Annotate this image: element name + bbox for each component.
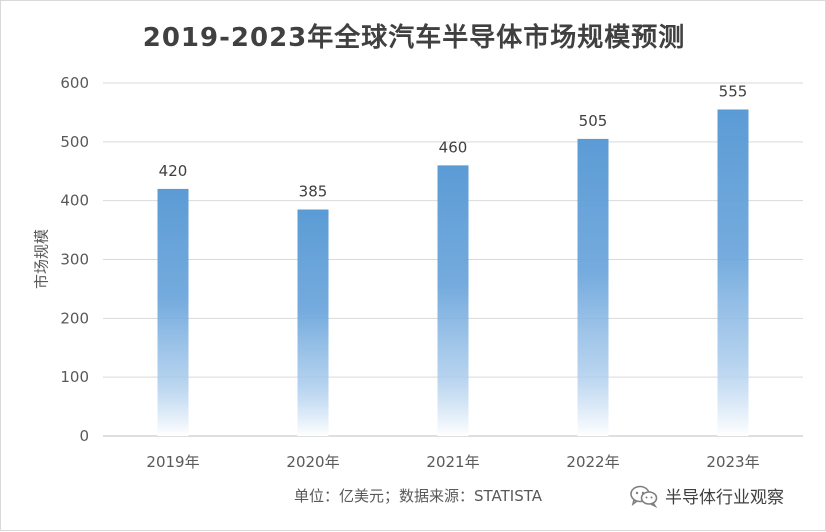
y-tick-label: 0: [79, 427, 89, 445]
y-tick-label: 400: [60, 192, 89, 210]
wechat-icon: [630, 485, 658, 508]
x-tick-label: 2019年: [146, 453, 199, 471]
bar: [157, 188, 189, 436]
y-tick-label: 300: [60, 251, 89, 269]
bar: [717, 109, 749, 436]
watermark: 半导体行业观察: [629, 483, 784, 508]
bar: [297, 209, 329, 436]
data-label: 555: [719, 82, 748, 100]
data-label: 420: [159, 162, 188, 180]
x-tick-label: 2020年: [286, 453, 339, 471]
data-label: 505: [579, 112, 608, 130]
chart-title: 2019-2023年全球汽车半导体市场规模预测: [142, 23, 686, 53]
x-tick-label: 2021年: [426, 453, 479, 471]
bar: [437, 165, 469, 436]
y-tick-label: 100: [60, 368, 89, 386]
y-tick-label: 500: [60, 133, 89, 151]
watermark-text: 半导体行业观察: [665, 488, 784, 508]
y-tick-label: 600: [60, 74, 89, 92]
bar: [577, 138, 609, 436]
y-tick-label: 200: [60, 309, 89, 327]
x-tick-label: 2023年: [706, 453, 759, 471]
x-tick-label: 2022年: [566, 453, 619, 471]
source-note: 单位：亿美元；数据来源：STATISTA: [294, 487, 542, 505]
data-label: 385: [299, 182, 328, 200]
data-label: 460: [439, 138, 468, 156]
